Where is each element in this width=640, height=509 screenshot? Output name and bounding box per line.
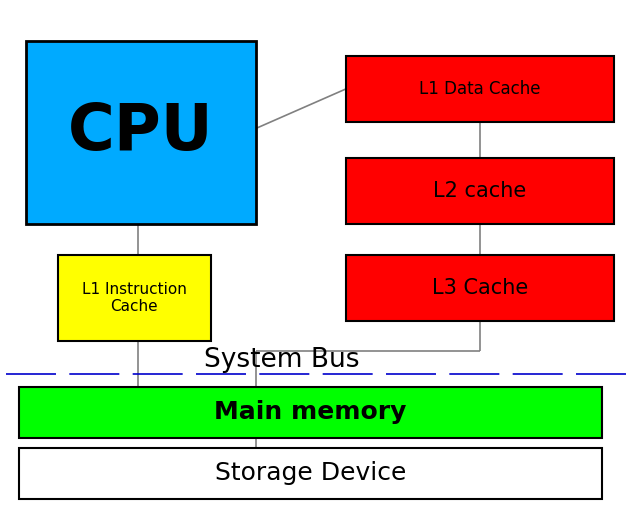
Bar — [346, 158, 614, 224]
Bar — [19, 387, 602, 438]
Bar — [19, 448, 602, 499]
Bar — [26, 41, 256, 224]
Bar — [346, 254, 614, 321]
Bar — [58, 254, 211, 341]
Text: Storage Device: Storage Device — [214, 461, 406, 486]
Text: System Bus: System Bus — [204, 347, 359, 373]
Bar — [346, 56, 614, 122]
Text: L1 Instruction
Cache: L1 Instruction Cache — [82, 281, 187, 314]
Text: L1 Data Cache: L1 Data Cache — [419, 80, 541, 98]
Text: L2 cache: L2 cache — [433, 181, 527, 201]
Text: CPU: CPU — [68, 101, 214, 163]
Text: Main memory: Main memory — [214, 400, 406, 425]
Text: L3 Cache: L3 Cache — [432, 277, 528, 298]
